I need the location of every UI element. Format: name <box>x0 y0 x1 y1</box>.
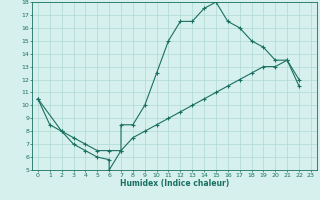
X-axis label: Humidex (Indice chaleur): Humidex (Indice chaleur) <box>120 179 229 188</box>
